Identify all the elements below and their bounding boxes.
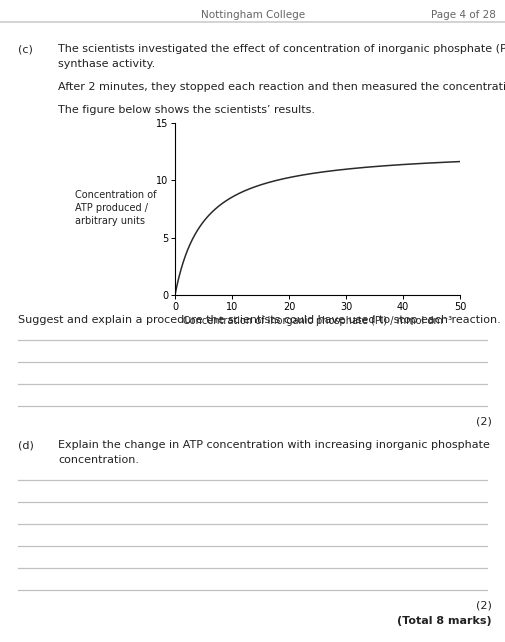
- Text: The scientists investigated the effect of concentration of inorganic phosphate (: The scientists investigated the effect o…: [58, 44, 505, 54]
- Text: After 2 minutes, they stopped each reaction and then measured the concentration : After 2 minutes, they stopped each react…: [58, 82, 505, 92]
- Text: Page 4 of 28: Page 4 of 28: [430, 10, 495, 20]
- Text: arbitrary units: arbitrary units: [75, 216, 145, 226]
- Text: (2): (2): [475, 600, 491, 610]
- Text: Suggest and explain a procedure the scientists could have used to stop each reac: Suggest and explain a procedure the scie…: [18, 315, 500, 325]
- Text: Explain the change in ATP concentration with increasing inorganic phosphate: Explain the change in ATP concentration …: [58, 440, 489, 450]
- Text: (Total 8 marks): (Total 8 marks): [396, 616, 491, 626]
- Text: synthase activity.: synthase activity.: [58, 59, 155, 69]
- Text: The figure below shows the scientists’ results.: The figure below shows the scientists’ r…: [58, 105, 315, 115]
- Text: (c): (c): [18, 44, 33, 54]
- Text: (2): (2): [475, 416, 491, 426]
- Text: concentration.: concentration.: [58, 455, 139, 465]
- X-axis label: Concentration of inorganic phosphate (Pi) / mmol dm⁻³: Concentration of inorganic phosphate (Pi…: [183, 316, 451, 326]
- Text: ATP produced /: ATP produced /: [75, 203, 147, 213]
- Text: (d): (d): [18, 440, 34, 450]
- Text: Nottingham College: Nottingham College: [200, 10, 305, 20]
- Text: Concentration of: Concentration of: [75, 190, 156, 200]
